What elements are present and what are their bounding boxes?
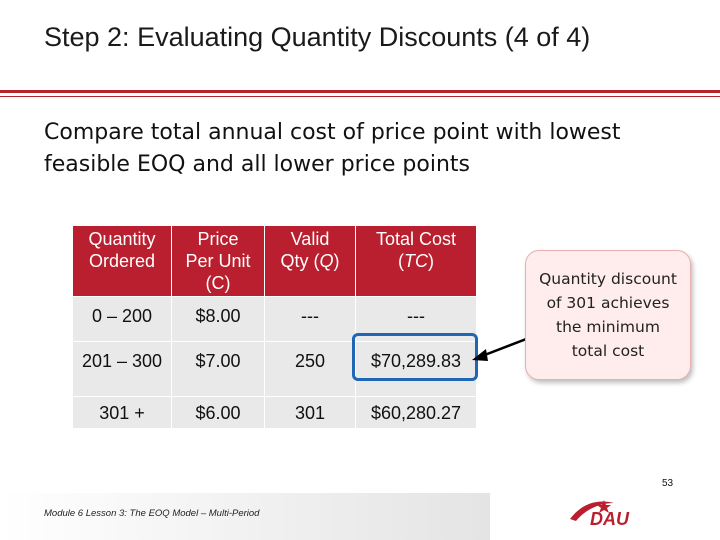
- cell-price: $8.00: [171, 296, 265, 342]
- dau-logo-icon: DAU: [570, 500, 630, 527]
- header-text: (: [398, 251, 404, 271]
- table-row: 201 – 300 $7.00 250 $70,289.83: [73, 341, 476, 397]
- slide-title: Step 2: Evaluating Quantity Discounts (4…: [44, 22, 591, 52]
- header-text-italic: TC: [404, 251, 428, 271]
- cell-valid-qty: 250: [264, 341, 356, 397]
- table-row: 301 + $6.00 301 $60,280.27: [73, 396, 476, 428]
- callout-text: Quantity discount of 301 achieves the mi…: [539, 270, 677, 360]
- cell-price: $7.00: [171, 341, 265, 397]
- cell-total-cost: $70,289.83: [355, 341, 476, 397]
- cell-quantity: 301 +: [73, 396, 172, 428]
- header-text: Quantity: [88, 229, 156, 249]
- header-text: ): [428, 251, 434, 271]
- cell-quantity: 201 – 300: [73, 341, 172, 397]
- header-text-italic: Q: [319, 251, 334, 271]
- header-text: Valid: [290, 229, 330, 249]
- cell-valid-qty: ---: [264, 296, 356, 342]
- title-divider-thin: [0, 96, 720, 97]
- slide-subtitle: Compare total annual cost of price point…: [44, 120, 621, 177]
- header-text: Qty (: [280, 251, 320, 271]
- highlight-box: [352, 333, 478, 381]
- cell-valid-qty: 301: [264, 396, 356, 428]
- header-text: Per Unit: [185, 251, 251, 271]
- discount-table: Quantity Ordered Price Per Unit (C) Vali…: [73, 226, 476, 428]
- header-text: (C): [205, 273, 231, 293]
- cell-price: $6.00: [171, 396, 265, 428]
- cell-quantity: 0 – 200: [73, 296, 172, 342]
- callout-box: Quantity discount of 301 achieves the mi…: [525, 250, 691, 380]
- header-price-per-unit: Price Per Unit (C): [171, 226, 265, 297]
- cell-total-cost: $60,280.27: [355, 396, 476, 428]
- title-divider: [0, 90, 720, 93]
- footer-band: [0, 493, 490, 540]
- header-total-cost: Total Cost (TC): [355, 226, 476, 297]
- header-valid-qty: Valid Qty (Q): [264, 226, 356, 297]
- table-header-row: Quantity Ordered Price Per Unit (C) Vali…: [73, 226, 476, 297]
- header-text: Price: [197, 229, 239, 249]
- logo-text: DAU: [590, 509, 630, 527]
- header-text: ): [333, 251, 340, 271]
- header-quantity-ordered: Quantity Ordered: [73, 226, 172, 297]
- header-text: Total Cost: [375, 229, 457, 249]
- page-number: 53: [662, 478, 674, 489]
- header-text: Ordered: [88, 251, 156, 271]
- footer-text: Module 6 Lesson 3: The EOQ Model – Multi…: [44, 508, 260, 519]
